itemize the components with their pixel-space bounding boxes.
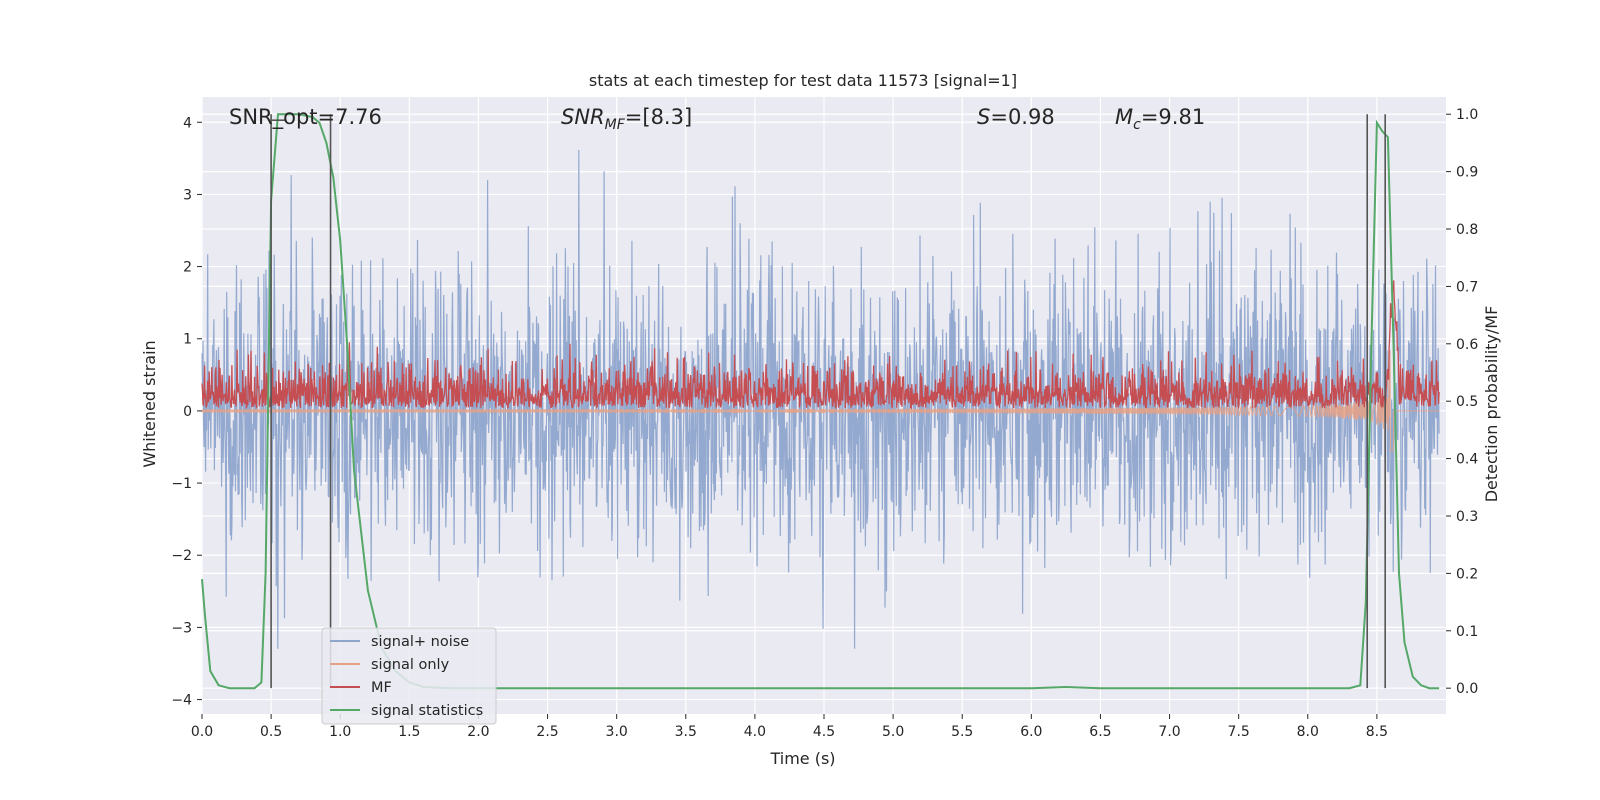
series-signal-only: [201, 349, 1440, 452]
yl-tick-label-3: −1: [171, 476, 192, 492]
legend-label-signal-statistics: signal statistics: [371, 703, 483, 719]
x-tick-label-17: 8.5: [1366, 724, 1388, 740]
annotation-mc-var: M: [1115, 105, 1133, 129]
x-tick-label-10: 5.0: [882, 724, 904, 740]
x-tick-label-14: 7.0: [1158, 724, 1180, 740]
x-tick-label-5: 2.5: [536, 724, 558, 740]
x-tick-label-0: 0.0: [191, 724, 213, 740]
x-tick-label-1: 0.5: [260, 724, 282, 740]
legend-box: [321, 627, 497, 725]
annotation-mc-value: =9.81: [1141, 105, 1205, 129]
annotation-s-value: =0.98: [990, 105, 1054, 129]
right-y-axis-label: Detection probability/MF: [1482, 306, 1501, 503]
left-y-axis-ticks: −4 −3 −2 −1 0 1 2 3 4: [171, 115, 202, 709]
annotation-mc: Mc=9.81: [1115, 105, 1205, 133]
vertical-markers: [270, 114, 1386, 689]
x-axis-ticks: 0.0 0.5 1.0 1.5 2.0 2.5 3.0 3.5 4.0 4.5 5.0 5.5 6.0 6…: [191, 714, 1388, 740]
x-tick-label-12: 6.0: [1020, 724, 1042, 740]
yr-tick-label-3: 0.3: [1456, 509, 1478, 525]
legend-label-signal-only: signal only: [371, 657, 450, 673]
yl-tick-label-5: 1: [183, 332, 192, 348]
annotation-snr-opt: SNR_opt=7.76: [229, 105, 382, 130]
series-mf: [201, 280, 1440, 410]
chart-title: stats at each timestep for test data 115…: [589, 71, 1017, 90]
yr-tick-label-9: 0.9: [1456, 165, 1478, 181]
annotation-mc-sub: c: [1133, 117, 1141, 133]
yl-tick-label-2: −2: [171, 548, 192, 564]
yl-tick-label-0: −4: [171, 693, 192, 709]
yl-tick-label-6: 2: [183, 260, 192, 276]
yr-tick-label-8: 0.8: [1456, 222, 1478, 238]
annotation-snr-mf-sub: MF: [605, 117, 626, 133]
yr-tick-label-5: 0.5: [1456, 394, 1478, 410]
annotation-snr-mf-main: SNR: [561, 105, 605, 129]
x-tick-label-8: 4.0: [744, 724, 766, 740]
x-tick-label-4: 2.0: [467, 724, 489, 740]
yr-tick-label-7: 0.7: [1456, 279, 1478, 295]
series-signal-noise: [201, 149, 1440, 649]
annotation-snr-mf: SNRMF=[8.3]: [561, 105, 692, 133]
annotation-s: S=0.98: [977, 105, 1055, 129]
yl-tick-label-8: 4: [183, 115, 192, 131]
yl-tick-label-1: −3: [171, 620, 192, 636]
left-y-axis-label: Whitened strain: [140, 340, 159, 467]
x-tick-label-3: 1.5: [398, 724, 420, 740]
annotation-s-var: S: [977, 105, 990, 129]
x-tick-label-7: 3.5: [675, 724, 697, 740]
yr-tick-label-4: 0.4: [1456, 452, 1478, 468]
x-tick-label-11: 5.5: [951, 724, 973, 740]
x-tick-label-16: 8.0: [1297, 724, 1319, 740]
yr-tick-label-1: 0.1: [1456, 624, 1478, 640]
legend: signal+ noise signal only MF signal stat…: [321, 627, 497, 725]
yr-tick-label-0: 0.0: [1456, 681, 1478, 697]
yr-tick-label-2: 0.2: [1456, 566, 1478, 582]
yl-tick-label-4: 0: [183, 404, 192, 420]
yl-tick-label-7: 3: [183, 187, 192, 203]
x-tick-label-6: 3.0: [606, 724, 628, 740]
x-tick-label-9: 4.5: [813, 724, 835, 740]
x-tick-label-2: 1.0: [329, 724, 351, 740]
right-y-axis-ticks: 0.0 0.1 0.2 0.3 0.4 0.5 0.6 0.7 0.8 0.9 1.0: [1446, 107, 1478, 697]
x-axis-label: Time (s): [769, 749, 835, 768]
yr-tick-label-10: 1.0: [1456, 107, 1478, 123]
legend-label-mf: MF: [371, 680, 392, 696]
annotation-snr-mf-value: =[8.3]: [625, 105, 692, 129]
legend-label-signal-noise: signal+ noise: [371, 634, 469, 650]
x-tick-label-13: 6.5: [1089, 724, 1111, 740]
x-tick-label-15: 7.5: [1228, 724, 1250, 740]
yr-tick-label-6: 0.6: [1456, 337, 1478, 353]
